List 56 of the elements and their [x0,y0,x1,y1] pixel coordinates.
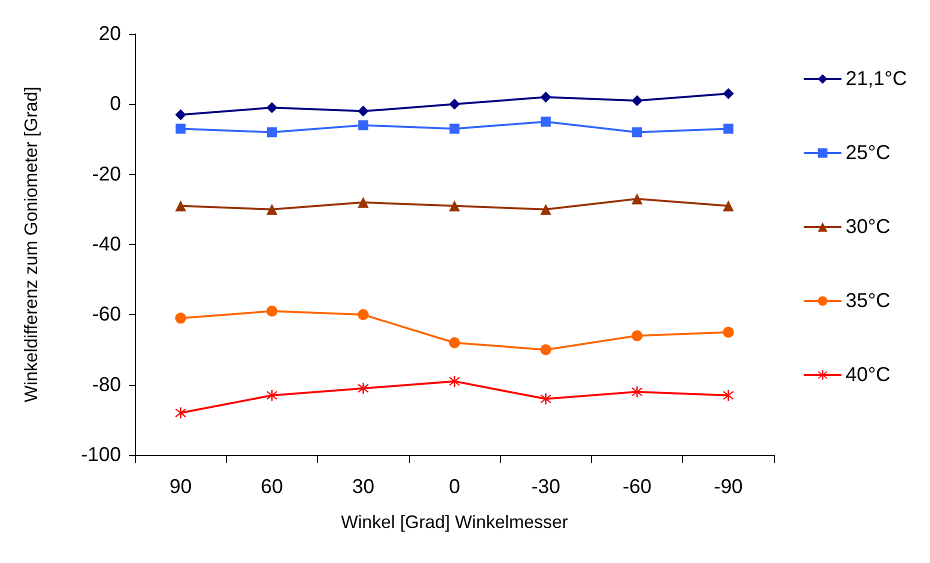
legend-label: 21,1°C [846,68,908,90]
point [449,376,460,387]
x-tick-label: -60 [622,476,652,498]
point [540,92,552,103]
x-axis-title: Winkel [Grad] Winkelmesser [340,512,568,532]
x-tick-label: 30 [352,476,374,498]
point [358,196,369,208]
y-tick-label: -60 [92,304,121,326]
legend-label: 40°C [846,364,890,386]
point [632,330,643,342]
point [266,390,278,401]
point [266,204,278,215]
point [358,106,369,117]
point [722,200,734,212]
point [450,124,460,134]
point [632,386,643,398]
point [358,382,369,394]
x-tick-label: 0 [448,476,460,498]
point [175,200,186,212]
point [175,109,186,120]
point [540,116,551,127]
point [540,344,552,356]
y-tick-label: -80 [92,374,121,396]
point [632,95,643,106]
point [266,127,277,138]
point [722,390,734,401]
y-axis-title: Winkeldifferenz zum Goniometer [Grad] [21,86,41,402]
x-tick-label: 90 [170,476,192,498]
point [722,88,734,100]
y-tick-label: 0 [110,93,121,116]
legend-label: 25°C [846,142,890,164]
y-tick-label: 20 [98,23,121,45]
point [632,127,642,138]
point [175,312,186,324]
legend-label: 35°C [846,290,890,312]
y-tick-label: -20 [92,163,121,186]
point [540,204,552,215]
x-tick-label: 60 [260,476,284,498]
y-tick-label: -40 [92,234,121,256]
point [723,124,734,134]
point [358,309,369,320]
point [358,120,368,130]
point [722,326,734,338]
point [176,124,186,134]
point [632,193,643,204]
legend-label: 30°C [846,216,890,238]
point [449,200,460,212]
point [266,306,278,317]
x-tick-label: -90 [714,476,743,498]
point [175,407,186,418]
point [449,98,460,110]
y-tick-label: -100 [80,444,121,466]
x-tick-label: -30 [531,476,560,498]
point [266,102,278,114]
point [449,337,460,348]
point [540,393,552,404]
